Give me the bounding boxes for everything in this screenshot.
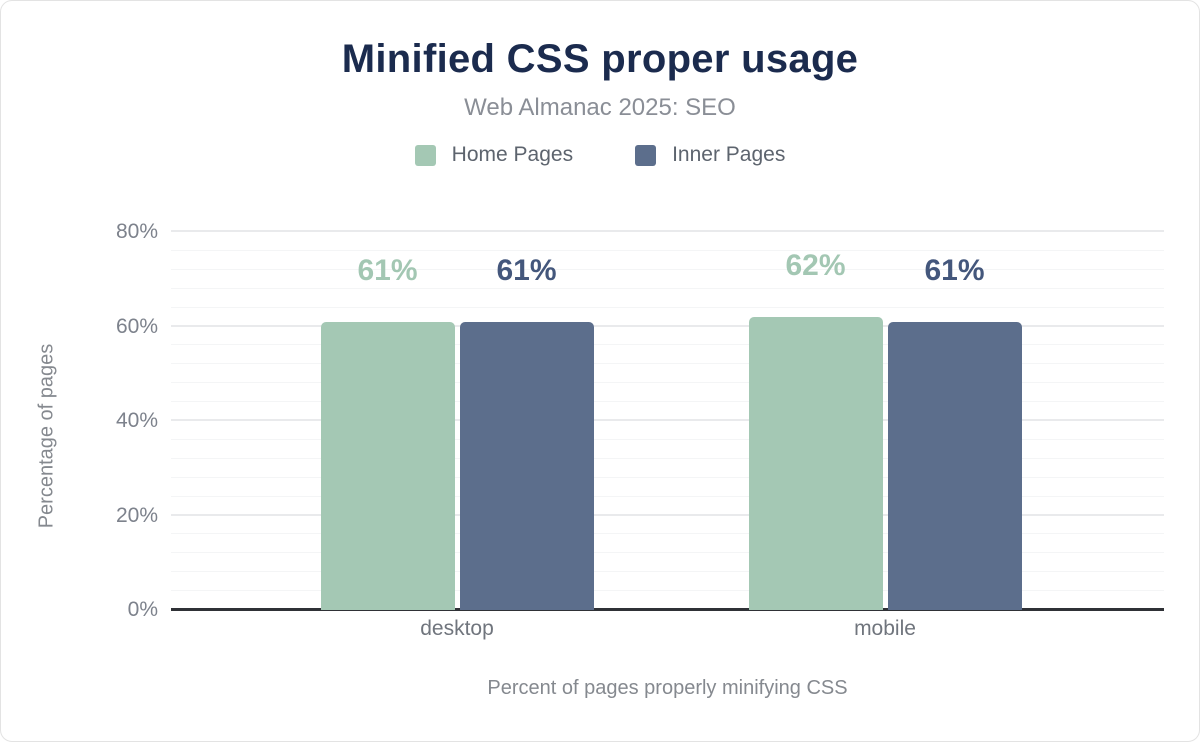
y-tick-label-0: 0% [127,598,158,621]
legend-label-home-pages: Home Pages [451,143,574,166]
bar-value-label-inner-pages-desktop: 61% [496,253,557,287]
minor-gridline-76 [171,249,1164,251]
minor-gridline-68 [171,287,1164,289]
minor-gridline-52 [171,363,1164,365]
major-gridline-40 [171,419,1164,421]
bar-inner-pages-mobile[interactable] [887,321,1022,610]
bar-inner-pages-desktop[interactable] [459,321,594,610]
bar-home-pages-desktop[interactable] [320,321,455,610]
major-gridline-60 [171,324,1164,327]
y-tick-label-80: 80% [115,220,158,243]
y-tick-label-40: 40% [115,409,158,432]
minor-gridline-44 [171,401,1164,403]
legend-swatch-inner-pages [635,144,657,166]
chart-title: Minified CSS proper usage [341,37,859,81]
y-tick-label-20: 20% [115,503,158,527]
minor-gridline-4 [171,590,1164,592]
legend-item-inner-pages: Inner Pages [635,143,785,167]
minor-gridline-36 [171,438,1164,440]
minor-gridline-8 [171,571,1164,573]
legend: Home Pages Inner Pages [1,143,1199,167]
bar-home-pages-mobile[interactable] [748,317,883,610]
bar-value-label-home-pages-desktop: 61% [357,253,418,287]
minor-gridline-64 [171,306,1164,308]
major-gridline-80 [171,230,1164,232]
minor-gridline-16 [171,533,1164,535]
minor-gridline-32 [171,457,1164,459]
bar-value-label-home-pages-mobile: 62% [785,249,846,283]
plot-area: 61% 61% 62% 61% [171,230,1164,611]
minor-gridline-28 [171,476,1164,478]
major-gridline-20 [171,513,1164,516]
minor-gridline-56 [171,344,1164,346]
y-axis-title: Percentage of pages [35,343,58,529]
x-category-label-desktop: desktop [420,617,494,640]
legend-label-inner-pages: Inner Pages [672,143,786,166]
x-axis-title: Percent of pages properly minifying CSS [487,677,848,699]
bar-value-label-inner-pages-mobile: 61% [924,253,985,287]
legend-swatch-home-pages [414,144,436,166]
minor-gridline-24 [171,495,1164,497]
x-axis-line [171,608,1164,611]
minor-gridline-12 [171,552,1164,554]
minor-gridline-48 [171,382,1164,384]
minor-gridline-72 [171,268,1164,270]
chart-subtitle: Web Almanac 2025: SEO [464,94,736,121]
y-tick-label-60: 60% [115,314,158,338]
legend-item-home-pages: Home Pages [414,143,574,167]
x-category-label-mobile: mobile [854,617,916,640]
